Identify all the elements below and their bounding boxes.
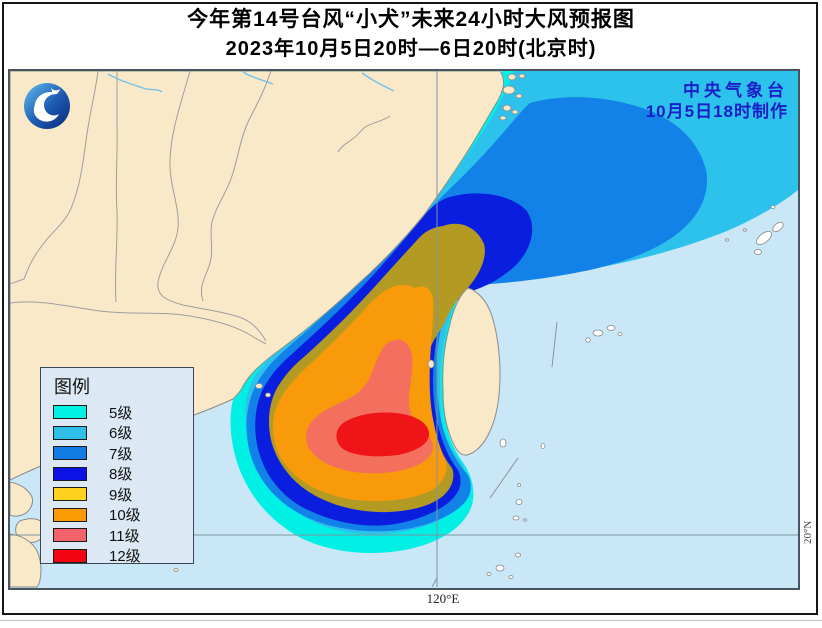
agency-credit: 中央气象台 10月5日18时制作 xyxy=(646,80,788,122)
legend-item-label: 7级 xyxy=(109,445,133,463)
taiwan-island xyxy=(442,287,501,456)
wind-area-level12 xyxy=(336,412,430,457)
legend-item: 8级 xyxy=(41,464,193,485)
legend-swatch xyxy=(53,548,87,563)
legend-swatch xyxy=(53,405,87,420)
legend-item: 12级 xyxy=(41,546,193,567)
province-boundaries xyxy=(10,71,391,345)
maritime-lines xyxy=(489,321,558,499)
legend-title: 图例 xyxy=(54,377,90,397)
latitude-label: 20°N xyxy=(802,520,814,544)
legend-swatch xyxy=(53,507,87,522)
legend-item: 5级 xyxy=(41,402,193,423)
cma-logo xyxy=(24,83,70,129)
legend-swatch xyxy=(53,487,87,502)
legend-item: 7级 xyxy=(41,443,193,464)
logo-circle xyxy=(24,83,70,129)
page-subtitle: 2023年10月5日20时—6日20时(北京时) xyxy=(225,38,597,60)
longitude-label: 120°E xyxy=(426,591,460,606)
legend-item-label: 10级 xyxy=(109,507,141,525)
legend-item-label: 6级 xyxy=(109,425,133,443)
logo-swirl xyxy=(33,92,59,122)
rivers xyxy=(107,71,395,93)
legend-item: 11级 xyxy=(41,525,193,546)
page-title: 今年第14号台风“小犬”未来24小时大风预报图 xyxy=(187,8,635,31)
legend-item-label: 11级 xyxy=(109,527,140,545)
legend-item: 9级 xyxy=(41,484,193,505)
legend-swatch xyxy=(53,466,87,481)
legend-item: 10级 xyxy=(41,505,193,526)
legend-swatch xyxy=(53,528,87,543)
legend-item-label: 9级 xyxy=(109,486,133,504)
legend-swatch xyxy=(53,446,87,461)
logo-flame xyxy=(51,88,60,95)
title-block: 今年第14号台风“小犬”未来24小时大风预报图 2023年10月5日20时—6日… xyxy=(4,5,818,63)
issue-time: 10月5日18时制作 xyxy=(645,102,788,121)
legend-panel: 图例 5级 6级 7级 8级 9级 10级 11级 xyxy=(40,367,194,567)
bottom-divider xyxy=(0,620,822,621)
agency-name: 中央气象台 xyxy=(683,81,788,100)
meridian-tick xyxy=(431,577,438,588)
legend-item-label: 8级 xyxy=(109,466,133,484)
legend-item-label: 5级 xyxy=(109,404,133,422)
legend-item-label: 12级 xyxy=(109,548,141,566)
legend-swatch xyxy=(53,425,87,440)
legend-item: 6级 xyxy=(41,423,193,444)
foreign-islands xyxy=(486,205,784,579)
domestic-islands xyxy=(173,73,526,572)
